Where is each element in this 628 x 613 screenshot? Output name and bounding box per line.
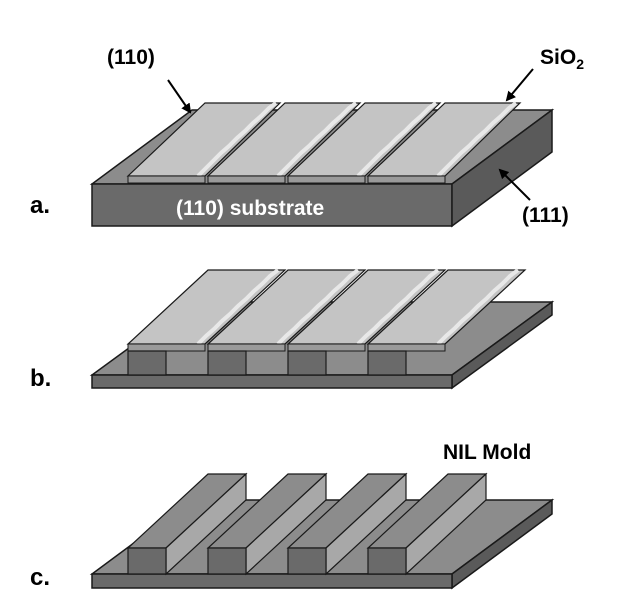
panel-b: b. <box>30 268 555 392</box>
panel-b-label: b. <box>30 365 51 392</box>
mold-label: NIL Mold <box>443 441 531 464</box>
oxide-arrow <box>505 68 534 102</box>
top-surface-arrow <box>167 79 192 114</box>
ridge <box>366 268 527 376</box>
oxide-strip <box>126 101 282 184</box>
oxide-strip <box>206 101 362 184</box>
oxide-strip <box>366 101 522 184</box>
ridge <box>126 268 287 376</box>
side-face-arrow <box>498 168 531 201</box>
mold-ridge <box>126 472 248 576</box>
panel-a-label: a. <box>30 192 50 219</box>
top-surface-label: (110) <box>107 46 155 69</box>
substrate-side-face <box>451 108 553 228</box>
mold-ridge <box>366 472 488 576</box>
substrate-label: (110) substrate <box>176 197 324 220</box>
ridge <box>286 268 447 376</box>
oxide-strip <box>286 101 442 184</box>
mold-ridge <box>206 472 328 576</box>
mold-base-front-face <box>91 573 453 589</box>
substrate-front-face <box>91 374 453 389</box>
oxide-label: SiO2 <box>540 46 584 72</box>
panel-c: NIL Mold c. <box>30 441 555 591</box>
panel-a: a. (110) substrate (110) SiO2 (111) <box>30 46 584 228</box>
ridge <box>206 268 367 376</box>
side-face-label: (111) <box>522 204 569 227</box>
mold-ridge <box>286 472 408 576</box>
panel-c-label: c. <box>30 564 50 591</box>
